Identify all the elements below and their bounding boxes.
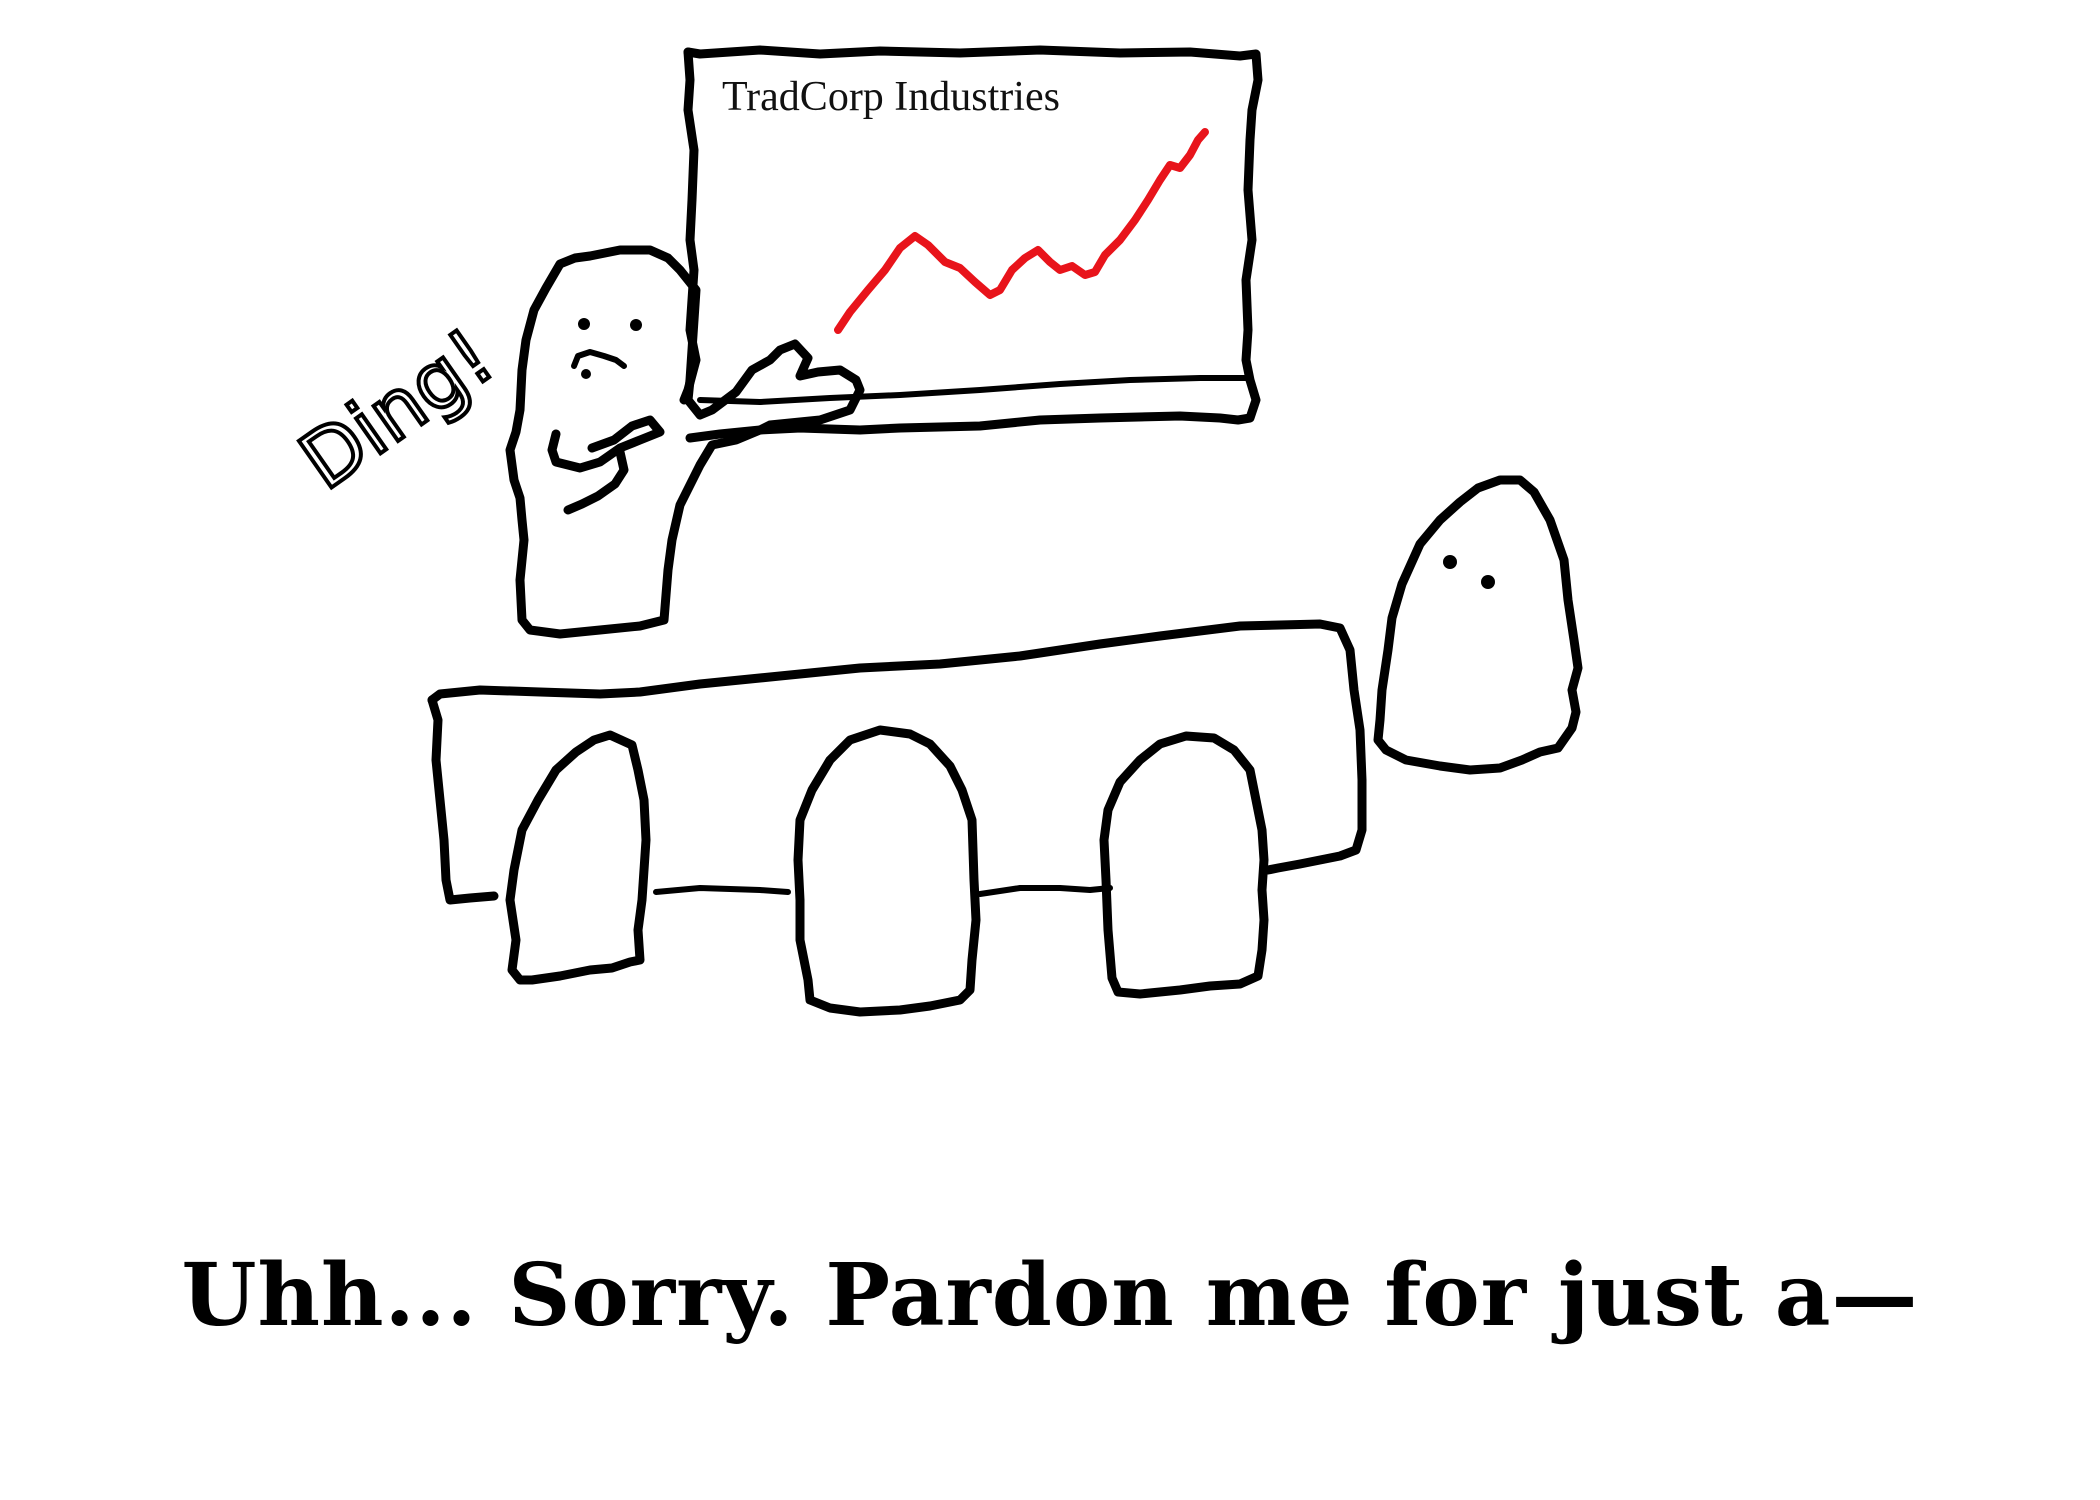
board-member-right-eye [1481, 575, 1495, 589]
presenter-figure [505, 245, 865, 639]
presenter-left-eye [578, 318, 590, 330]
chair-left [505, 730, 651, 985]
ding-text: Ding! [285, 312, 510, 507]
board-member-left-eye [1443, 555, 1457, 569]
chair-right [1099, 731, 1269, 999]
chair-middle [793, 725, 981, 1017]
caption-text: Uhh... Sorry. Pardon me for just a— [181, 1245, 1919, 1346]
presenter-right-eye [630, 319, 642, 331]
presenter-mouth [571, 349, 627, 369]
presentation-screen: TradCorp Industries [679, 45, 1263, 443]
screen-title: TradCorp Industries [722, 74, 1060, 120]
ding-sound-effect: Ding! [283, 310, 512, 509]
board-member-figure [1373, 475, 1583, 775]
stock-trend-line [834, 128, 1209, 334]
presenter-hand-phone [547, 415, 665, 473]
conference-table [427, 619, 1367, 905]
